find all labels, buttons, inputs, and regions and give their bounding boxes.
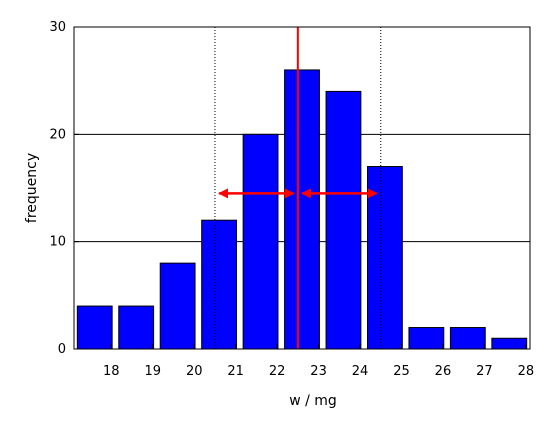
x-axis-title: w / mg (289, 393, 337, 409)
x-tick-label: 26 (435, 364, 452, 379)
x-tick-label: 28 (518, 364, 535, 379)
y-axis-title: frequency (24, 153, 40, 223)
x-tick-label: 18 (103, 364, 120, 379)
histogram-bar (325, 90, 362, 350)
histogram-bar (449, 327, 486, 350)
x-tick-label: 24 (352, 364, 369, 379)
y-tick-label: 10 (49, 235, 66, 250)
histogram-bar (76, 305, 113, 350)
x-tick-label: 22 (269, 364, 286, 379)
y-tick-label: 30 (49, 20, 66, 35)
x-tick-label: 19 (144, 364, 161, 379)
histogram-bar (201, 219, 238, 350)
x-tick-label: 27 (476, 364, 493, 379)
bars (76, 69, 528, 350)
ticks: 0 10 20 30 18 19 20 21 22 23 24 25 26 27 28 (49, 20, 534, 379)
overlays (214, 27, 382, 349)
histogram-bar (159, 262, 196, 350)
plot-frame (73, 26, 531, 350)
histogram-bar (242, 133, 279, 350)
x-tick-label: 23 (310, 364, 327, 379)
x-tick-label: 21 (227, 364, 244, 379)
histogram-bar (284, 69, 320, 350)
x-tick-label: 20 (186, 364, 203, 379)
x-tick-label: 25 (393, 364, 410, 379)
histogram-bar (408, 327, 445, 350)
y-tick-label: 20 (49, 127, 66, 142)
y-tick-label: 0 (58, 342, 66, 357)
histogram-bar (118, 305, 155, 350)
histogram-bar (491, 337, 528, 350)
